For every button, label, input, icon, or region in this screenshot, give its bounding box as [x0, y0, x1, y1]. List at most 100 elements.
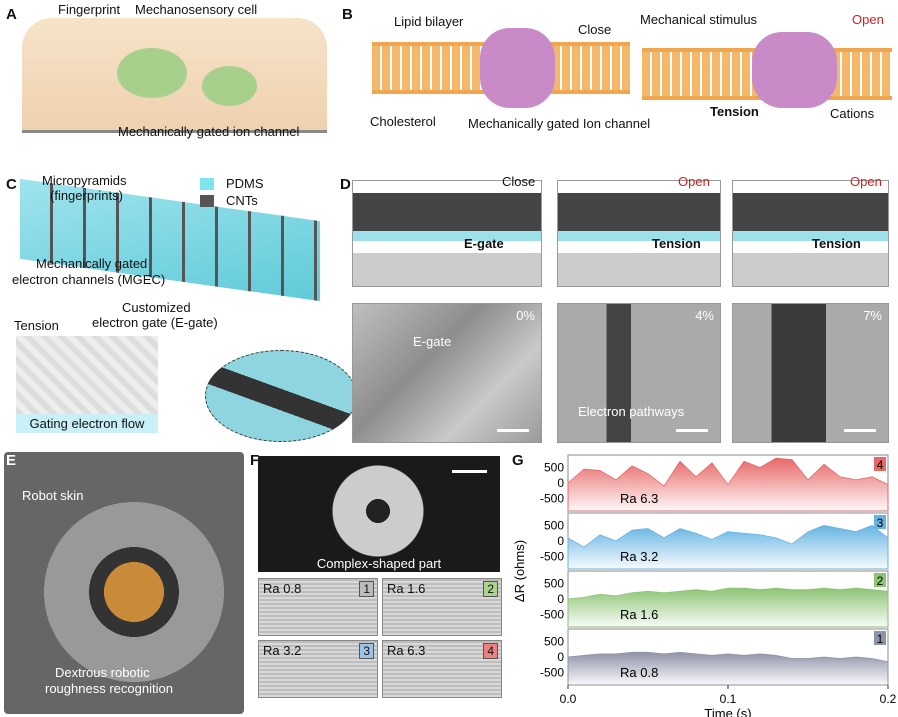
tile-ra-label: Ra 6.3 [387, 643, 426, 658]
label-roughness-recognition: roughness recognition [45, 681, 173, 696]
ion-channel-open [752, 32, 837, 108]
label-tension: Tension [710, 104, 759, 119]
strain-4: 4% [695, 308, 714, 323]
resistance-chart: 500 0 -500 Ra 6.3 4 500 0 -500 Ra 3.2 3 500 0 -500 Ra… [512, 454, 897, 717]
y-tick-label: 500 [544, 518, 564, 532]
label-tension-1: Tension [652, 236, 701, 251]
label-customized: Customized [122, 300, 191, 315]
egate-close-diagram [352, 180, 542, 287]
y-tick-label: 0 [557, 650, 564, 664]
area-series-3 [567, 524, 889, 570]
y-tick-label: -500 [540, 666, 564, 680]
series-badge-number: 4 [877, 458, 884, 472]
label-egate: E-gate [464, 236, 504, 251]
strain-0: 0% [516, 308, 535, 323]
y-tick-label: 500 [544, 460, 564, 474]
y-tick-label: -500 [540, 608, 564, 622]
label-gating-electron-flow: Gating electron flow [16, 414, 158, 433]
label-complex-part: Complex-shaped part [316, 556, 442, 571]
series-badge-number: 2 [877, 574, 884, 588]
y-axis-label: ΔR (ohms) [512, 540, 527, 602]
label-tension-2: Tension [812, 236, 861, 251]
label-fingerprint: Fingerprint [58, 2, 121, 17]
surface-tile-ra-0.8: Ra 0.8 1 [258, 578, 378, 636]
label-close: Close [578, 22, 612, 37]
electron-flow-box [16, 336, 158, 414]
label-lipid-bilayer: Lipid bilayer [394, 14, 464, 29]
area-series-4 [567, 457, 889, 512]
label-cations: Cations [830, 106, 875, 121]
series-label: Ra 1.6 [620, 607, 658, 622]
series-badge-number: 1 [877, 632, 884, 646]
panel-label-a: A [6, 6, 17, 23]
sem-image-7: 7% [732, 303, 889, 443]
panel-label-b: B [342, 6, 353, 23]
label-fingerprints: (fingerprints) [50, 188, 123, 203]
panel-label-g: G [512, 452, 524, 469]
y-tick-label: 500 [544, 634, 564, 648]
robot-illustration [4, 452, 244, 714]
pdms-swatch [200, 178, 214, 190]
tile-ra-label: Ra 1.6 [387, 581, 426, 596]
y-tick-label: -500 [540, 550, 564, 564]
skin-illustration [22, 18, 327, 133]
scale-bar [844, 429, 876, 432]
egate-open-diagram-2 [732, 180, 889, 287]
label-open-1: Open [678, 174, 710, 189]
strain-7: 7% [863, 308, 882, 323]
label-mgec: Mechanically gated [36, 256, 148, 271]
label-mechanical-stimulus: Mechanical stimulus [640, 12, 758, 27]
egate-open-diagram-1 [557, 180, 721, 287]
surface-tile-ra-6.3: Ra 6.3 4 [382, 640, 502, 698]
sem-image-0: 0% E-gate [352, 303, 542, 443]
label-open: Open [852, 12, 884, 27]
series-badge [874, 515, 886, 529]
series-badge [874, 457, 886, 471]
label-robot-skin: Robot skin [22, 488, 84, 503]
scale-bar [676, 429, 708, 432]
label-mgec2: electron channels (MGEC) [12, 272, 166, 287]
tile-badge: 2 [483, 581, 498, 597]
x-tick-label: 0.1 [720, 692, 737, 706]
scale-bar [497, 429, 529, 432]
tile-ra-label: Ra 0.8 [263, 581, 302, 596]
cnts-swatch [200, 195, 214, 207]
tile-badge: 3 [359, 643, 374, 659]
y-tick-label: 0 [557, 592, 564, 606]
label-tension: Tension [14, 318, 59, 333]
label-open-2: Open [850, 174, 882, 189]
y-tick-label: 0 [557, 534, 564, 548]
panel-label-d: D [340, 176, 351, 193]
sem-image-4: 4% Electron pathways [557, 303, 721, 443]
y-tick-label: 500 [544, 576, 564, 590]
x-axis-label: Time (s) [704, 706, 751, 717]
panel-label-e: E [6, 452, 17, 469]
x-tick-label: 0.2 [880, 692, 897, 706]
x-tick-label: 0.0 [560, 692, 577, 706]
series-label: Ra 6.3 [620, 491, 658, 506]
y-tick-label: -500 [540, 492, 564, 506]
legend-pdms: PDMS [226, 176, 264, 191]
complex-part-photo [258, 456, 500, 572]
series-label: Ra 3.2 [620, 549, 658, 564]
label-mechanosensory-cell: Mechanosensory cell [135, 2, 258, 17]
tile-badge: 4 [483, 643, 498, 659]
area-series-2 [567, 587, 889, 628]
series-badge [874, 631, 886, 645]
tile-badge: 1 [359, 581, 374, 597]
y-tick-label: 0 [557, 476, 564, 490]
series-badge [874, 573, 886, 587]
panel-label-c: C [6, 176, 17, 193]
surface-tile-ra-3.2: Ra 3.2 3 [258, 640, 378, 698]
series-label: Ra 0.8 [620, 665, 658, 680]
label-dextrous: Dextrous robotic [55, 665, 150, 680]
label-ion-channel: Mechanically gated ion channel [118, 124, 300, 139]
label-close: Close [502, 174, 536, 189]
surface-tile-ra-1.6: Ra 1.6 2 [382, 578, 502, 636]
label-egate: electron gate (E-gate) [92, 315, 218, 330]
mechanosensory-cell [117, 48, 187, 98]
series-badge-number: 3 [877, 516, 884, 530]
ion-channel-closed [480, 28, 555, 108]
label-ion-channel: Mechanically gated Ion channel [468, 116, 651, 131]
scale-bar [452, 470, 487, 473]
